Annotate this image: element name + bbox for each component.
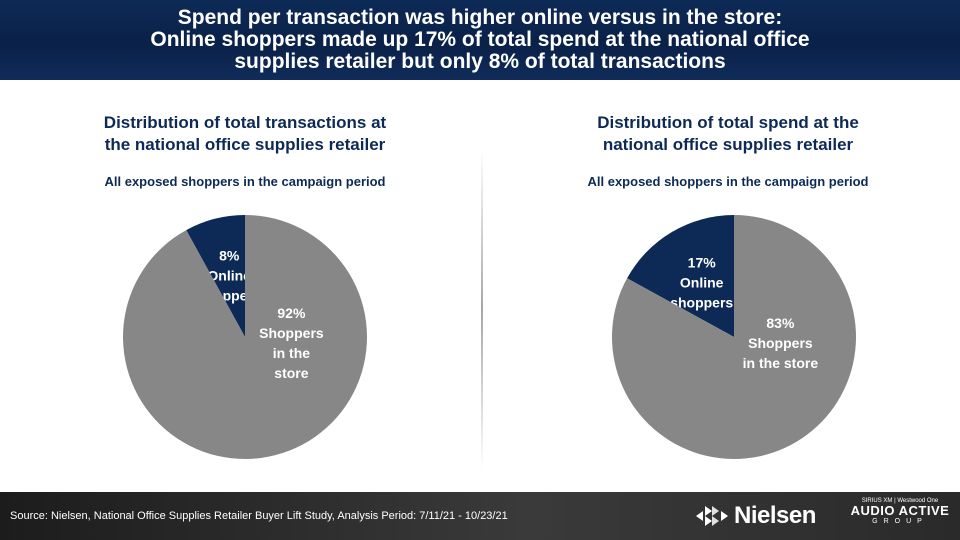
pie-label-line: 83%: [766, 315, 795, 331]
header-banner: Spend per transaction was higher online …: [0, 0, 960, 80]
left-chart-title: Distribution of total transactions at th…: [35, 112, 455, 156]
headline-line-3: supplies retailer but only 8% of total t…: [234, 50, 726, 73]
right-chart-title-line-2: national office supplies retailer: [602, 135, 854, 154]
pie-label-0-1: 92% Shoppers in the store: [259, 305, 324, 381]
left-chart-title-line-2: the national office supplies retailer: [104, 135, 386, 154]
pie-label-line: in the store: [743, 355, 819, 371]
pie-label-line: Shoppers: [259, 325, 324, 341]
source-note: Source: Nielsen, National Office Supplie…: [10, 510, 508, 522]
pie-label-1-1: 83% Shoppers in the store: [743, 315, 819, 371]
nielsen-wordmark: Nielsen: [734, 502, 816, 529]
pie-label-line: Online: [207, 268, 251, 284]
right-chart-title: Distribution of total spend at the natio…: [518, 112, 938, 156]
pie-slice-0-0: [186, 215, 245, 337]
nielsen-logo: Nielsen: [696, 502, 816, 530]
nielsen-mark-icon: [696, 506, 728, 526]
pie-label-line: 17%: [688, 254, 717, 270]
pie-label-1-0: 17% Online shoppers: [670, 254, 733, 310]
pie-label-line: shoppers: [670, 294, 733, 310]
headline-line-2: Online shoppers made up 17% of total spe…: [150, 28, 810, 51]
footer-bar: Source: Nielsen, National Office Supplie…: [0, 492, 960, 540]
audio-active-group-logo: SIRIUS XM | Westwood One AUDIO ACTIVE GR…: [848, 498, 952, 525]
left-chart-title-line-1: Distribution of total transactions at: [103, 113, 387, 132]
pie-label-line: 92%: [277, 305, 306, 321]
pie-label-line: 8%: [219, 248, 240, 264]
pie-label-line: Online: [680, 274, 724, 290]
pie-slice-1-1: [612, 215, 857, 459]
right-chart-title-line-1: Distribution of total spend at the: [597, 113, 859, 132]
headline-line-1: Spend per transaction was higher online …: [177, 6, 783, 29]
aag-group-text: GROUP: [872, 518, 928, 525]
left-chart-subtitle: All exposed shoppers in the campaign per…: [104, 174, 386, 189]
right-pie-chart: 17% Online shoppers 83% Shoppers in the store: [612, 215, 857, 459]
chart-divider: [481, 150, 483, 470]
aag-top-text: SIRIUS XM | Westwood One: [861, 498, 939, 504]
pie-label-line: Shoppers: [748, 335, 813, 351]
pie-label-line: store: [274, 365, 308, 381]
pie-slice-1-0: [627, 215, 734, 337]
pie-label-line: in the: [273, 345, 311, 361]
right-chart-subtitle: All exposed shoppers in the campaign per…: [587, 174, 869, 189]
pie-slice-0-1: [123, 215, 368, 459]
aag-main-text: AUDIO ACTIVE: [850, 503, 950, 518]
